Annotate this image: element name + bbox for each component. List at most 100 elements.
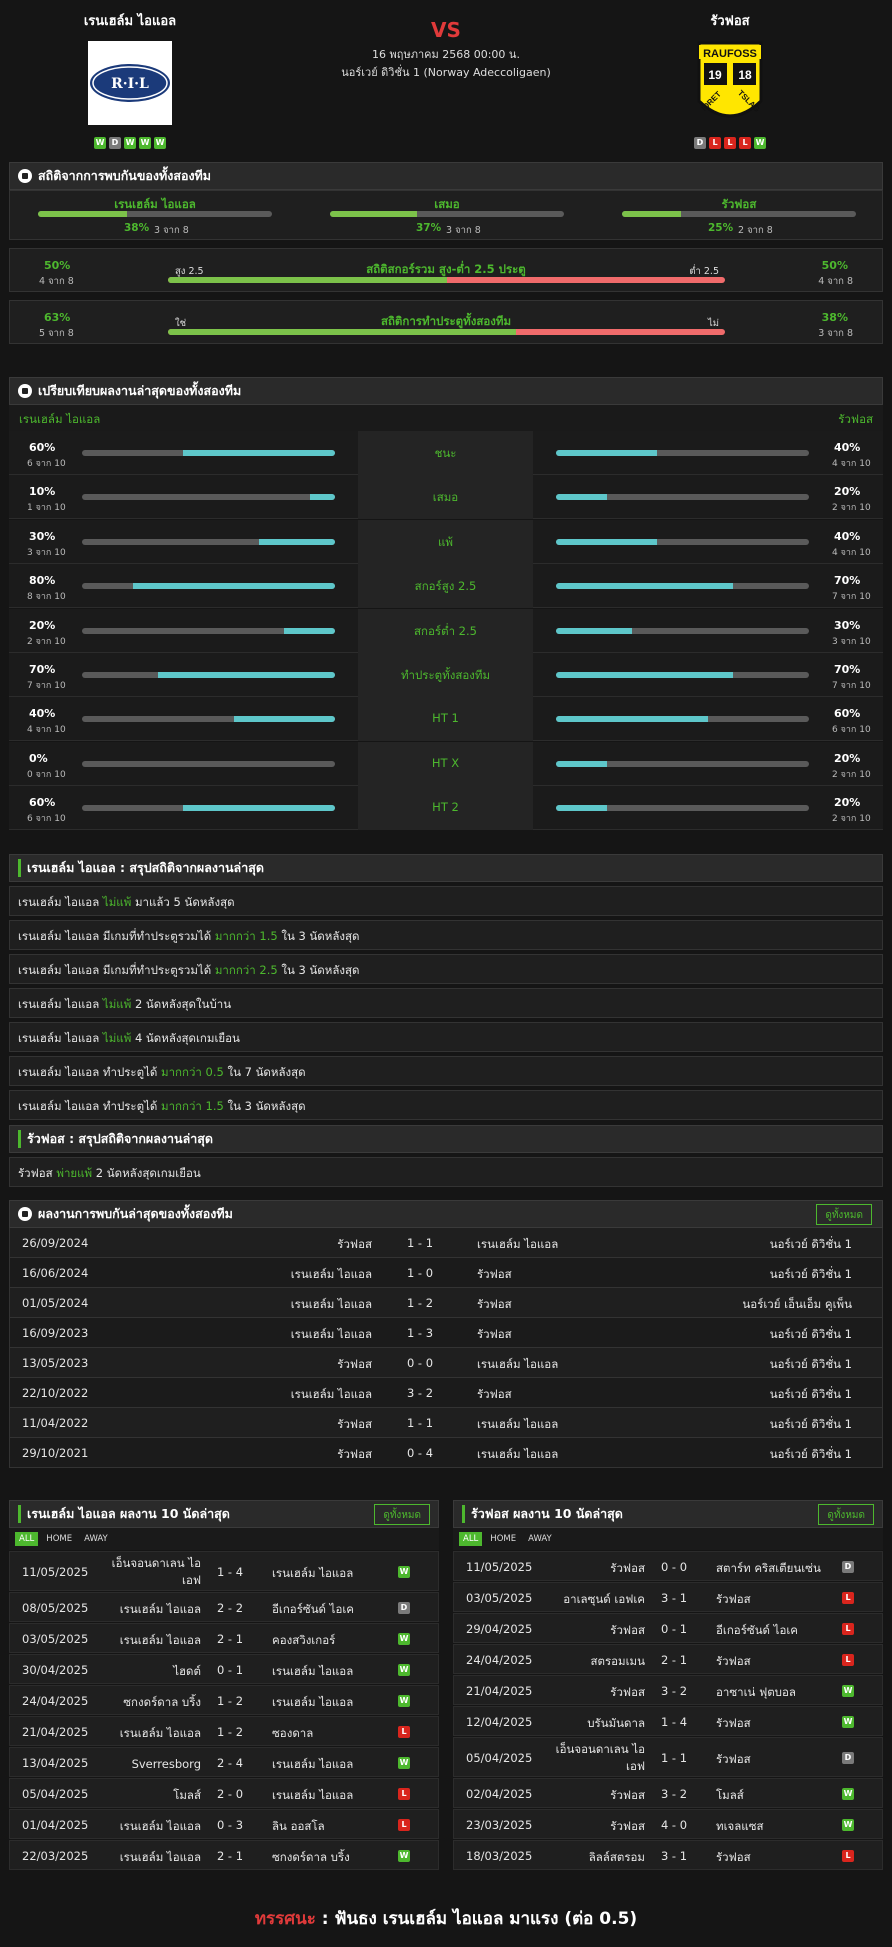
h2h-row[interactable]: 16/09/2023 เรนเฮล์ม ไอแอล 1 - 3 รัวฟอส นอร์เ… bbox=[9, 1318, 883, 1348]
h2h-row[interactable]: 22/10/2022 เรนเฮล์ม ไอแอล 3 - 2 รัวฟอส นอร์เ… bbox=[9, 1378, 883, 1408]
match-away-team[interactable]: ลิน ออสโล bbox=[272, 1819, 325, 1833]
h2h-league[interactable]: นอร์เวย์ ดิวิชั่น 1 bbox=[769, 1417, 852, 1431]
h2h-away-team[interactable]: รัวฟอส bbox=[477, 1387, 512, 1401]
h2h-league[interactable]: นอร์เวย์ เอ็นเอ็ม คูเพ็น bbox=[742, 1297, 852, 1311]
match-home-team[interactable]: รัวฟอส bbox=[610, 1685, 645, 1699]
match-row[interactable]: 22/03/2025 เรนเฮล์ม ไอแอล 2 - 1 ซกงดร์ดาล บ… bbox=[9, 1840, 439, 1870]
h2h-row[interactable]: 29/10/2021 รัวฟอส 0 - 4 เรนเฮล์ม ไอแอล นอร์เ… bbox=[9, 1438, 883, 1468]
match-home-team[interactable]: ลิลล์สตรอม bbox=[588, 1850, 645, 1864]
match-away-team[interactable]: อีเกอร์ซันด์ ไอเค bbox=[272, 1602, 354, 1616]
compare-home-name[interactable]: เรนเฮล์ม ไอแอล bbox=[19, 412, 101, 426]
match-away-team[interactable]: อีเกอร์ซันด์ ไอเค bbox=[716, 1623, 798, 1637]
h2h-league[interactable]: นอร์เวย์ ดิวิชั่น 1 bbox=[769, 1387, 852, 1401]
away-team-name[interactable]: รัวฟอส bbox=[710, 14, 750, 29]
away-last10-view-all-button[interactable]: ดูทั้งหมด bbox=[818, 1504, 874, 1525]
match-row[interactable]: 02/04/2025 รัวฟอส 3 - 2 โมลส์ W bbox=[453, 1778, 883, 1808]
h2h-league[interactable]: นอร์เวย์ ดิวิชั่น 1 bbox=[769, 1357, 852, 1371]
match-away-team[interactable]: รัวฟอส bbox=[716, 1752, 751, 1766]
h2h-away-team[interactable]: เรนเฮล์ม ไอแอล bbox=[477, 1447, 559, 1461]
match-row[interactable]: 05/04/2025 โมลส์ 2 - 0 เรนเฮล์ม ไอแอล L bbox=[9, 1778, 439, 1808]
match-away-team[interactable]: เรนเฮล์ม ไอแอล bbox=[272, 1757, 354, 1771]
match-home-team[interactable]: สตรอมเมน bbox=[590, 1654, 645, 1668]
match-away-team[interactable]: โมลส์ bbox=[716, 1788, 744, 1802]
h2h-home-team[interactable]: รัวฟอส bbox=[337, 1237, 372, 1251]
match-row[interactable]: 11/05/2025 เอ็นจอนดาเลน ไอเอฟ 1 - 4 เรนเฮล์… bbox=[9, 1551, 439, 1591]
match-home-team[interactable]: รัวฟอส bbox=[610, 1819, 645, 1833]
match-away-team[interactable]: ซองดาล bbox=[272, 1726, 314, 1740]
match-row[interactable]: 03/05/2025 เรนเฮล์ม ไอแอล 2 - 1 คองสวิงเกอร… bbox=[9, 1623, 439, 1653]
home-team-name[interactable]: เรนเฮล์ม ไอแอล bbox=[83, 14, 177, 29]
match-away-team[interactable]: ทเจลแซส bbox=[716, 1819, 764, 1833]
match-home-team[interactable]: เอ็นจอนดาเลน ไอเอฟ bbox=[111, 1556, 201, 1587]
match-away-team[interactable]: เรนเฮล์ม ไอแอล bbox=[272, 1788, 354, 1802]
match-row[interactable]: 24/04/2025 สตรอมเมน 2 - 1 รัวฟอส L bbox=[453, 1644, 883, 1674]
match-row[interactable]: 11/05/2025 รัวฟอส 0 - 0 สตาร์ท คริสเตียนเซ่… bbox=[453, 1551, 883, 1581]
tab-away[interactable]: AWAY bbox=[84, 1534, 108, 1544]
match-away-team[interactable]: เรนเฮล์ม ไอแอล bbox=[272, 1664, 354, 1678]
match-away-team[interactable]: รัวฟอส bbox=[716, 1850, 751, 1864]
match-away-team[interactable]: รัวฟอส bbox=[716, 1654, 751, 1668]
match-home-team[interactable]: Sverresborg bbox=[131, 1757, 201, 1771]
h2h-league[interactable]: นอร์เวย์ ดิวิชั่น 1 bbox=[769, 1447, 852, 1461]
h2h-away-team[interactable]: รัวฟอส bbox=[477, 1327, 512, 1341]
tab-away[interactable]: AWAY bbox=[528, 1534, 552, 1544]
h2h-home-team[interactable]: รัวฟอส bbox=[337, 1417, 372, 1431]
h2h-league[interactable]: นอร์เวย์ ดิวิชั่น 1 bbox=[769, 1267, 852, 1281]
match-row[interactable]: 23/03/2025 รัวฟอส 4 - 0 ทเจลแซส W bbox=[453, 1809, 883, 1839]
h2h-league[interactable]: นอร์เวย์ ดิวิชั่น 1 bbox=[769, 1237, 852, 1251]
match-row[interactable]: 08/05/2025 เรนเฮล์ม ไอแอล 2 - 2 อีเกอร์ซันด… bbox=[9, 1592, 439, 1622]
match-away-team[interactable]: ซกงดร์ดาล บริ้ง bbox=[272, 1850, 350, 1864]
h2h-away-team[interactable]: รัวฟอส bbox=[477, 1267, 512, 1281]
tab-all[interactable]: ALL bbox=[15, 1532, 39, 1546]
h2h-row[interactable]: 13/05/2023 รัวฟอส 0 - 0 เรนเฮล์ม ไอแอล นอร์เ… bbox=[9, 1348, 883, 1378]
h2h-view-all-button[interactable]: ดูทั้งหมด bbox=[816, 1204, 872, 1225]
h2h-away-team[interactable]: เรนเฮล์ม ไอแอล bbox=[477, 1417, 559, 1431]
match-home-team[interactable]: เอ็นจอนดาเลน ไอเอฟ bbox=[555, 1742, 645, 1773]
h2h-home-team[interactable]: เรนเฮล์ม ไอแอล bbox=[290, 1267, 372, 1281]
match-away-team[interactable]: รัวฟอส bbox=[716, 1592, 751, 1606]
h2h-away-team[interactable]: เรนเฮล์ม ไอแอล bbox=[477, 1357, 559, 1371]
tab-home[interactable]: HOME bbox=[46, 1534, 73, 1544]
match-away-team[interactable]: รัวฟอส bbox=[716, 1716, 751, 1730]
home-last10-view-all-button[interactable]: ดูทั้งหมด bbox=[374, 1504, 430, 1525]
compare-away-name[interactable]: รัวฟอส bbox=[838, 412, 873, 426]
h2h-league[interactable]: นอร์เวย์ ดิวิชั่น 1 bbox=[769, 1327, 852, 1341]
match-row[interactable]: 18/03/2025 ลิลล์สตรอม 3 - 1 รัวฟอส L bbox=[453, 1840, 883, 1870]
match-home-team[interactable]: รัวฟอส bbox=[610, 1788, 645, 1802]
match-home-team[interactable]: เรนเฮล์ม ไอแอล bbox=[119, 1602, 201, 1616]
match-away-team[interactable]: อาซาเน่ ฟุตบอล bbox=[716, 1685, 796, 1699]
match-home-team[interactable]: ไฮดต์ bbox=[173, 1664, 201, 1678]
h2h-home-team[interactable]: รัวฟอส bbox=[337, 1447, 372, 1461]
match-away-team[interactable]: เรนเฮล์ม ไอแอล bbox=[272, 1566, 354, 1580]
match-row[interactable]: 03/05/2025 อาเลซุนด์ เอฟเค 3 - 1 รัวฟอส L bbox=[453, 1582, 883, 1612]
match-home-team[interactable]: รัวฟอส bbox=[610, 1561, 645, 1575]
match-row[interactable]: 12/04/2025 บรันมันดาล 1 - 4 รัวฟอส W bbox=[453, 1706, 883, 1736]
tab-home[interactable]: HOME bbox=[490, 1534, 517, 1544]
h2h-row[interactable]: 01/05/2024 เรนเฮล์ม ไอแอล 1 - 2 รัวฟอส นอร์เ… bbox=[9, 1288, 883, 1318]
h2h-row[interactable]: 11/04/2022 รัวฟอส 1 - 1 เรนเฮล์ม ไอแอล นอร์เ… bbox=[9, 1408, 883, 1438]
h2h-home-team[interactable]: รัวฟอส bbox=[337, 1357, 372, 1371]
match-home-team[interactable]: รัวฟอส bbox=[610, 1623, 645, 1637]
h2h-row[interactable]: 16/06/2024 เรนเฮล์ม ไอแอล 1 - 0 รัวฟอส นอร์เ… bbox=[9, 1258, 883, 1288]
match-away-team[interactable]: เรนเฮล์ม ไอแอล bbox=[272, 1695, 354, 1709]
match-away-team[interactable]: สตาร์ท คริสเตียนเซ่น bbox=[716, 1561, 821, 1575]
match-home-team[interactable]: เรนเฮล์ม ไอแอล bbox=[119, 1819, 201, 1833]
match-home-team[interactable]: โมลส์ bbox=[173, 1788, 201, 1802]
match-row[interactable]: 30/04/2025 ไฮดต์ 0 - 1 เรนเฮล์ม ไอแอล W bbox=[9, 1654, 439, 1684]
match-home-team[interactable]: ซกงดร์ดาล บริ้ง bbox=[123, 1695, 201, 1709]
match-home-team[interactable]: เรนเฮล์ม ไอแอล bbox=[119, 1850, 201, 1864]
match-home-team[interactable]: เรนเฮล์ม ไอแอล bbox=[119, 1633, 201, 1647]
match-row[interactable]: 21/04/2025 รัวฟอส 3 - 2 อาซาเน่ ฟุตบอล W bbox=[453, 1675, 883, 1705]
match-home-team[interactable]: บรันมันดาล bbox=[587, 1716, 645, 1730]
match-away-team[interactable]: คองสวิงเกอร์ bbox=[272, 1633, 336, 1647]
h2h-away-team[interactable]: เรนเฮล์ม ไอแอล bbox=[477, 1237, 559, 1251]
match-row[interactable]: 05/04/2025 เอ็นจอนดาเลน ไอเอฟ 1 - 1 รัวฟอส D bbox=[453, 1737, 883, 1777]
h2h-away-team[interactable]: รัวฟอส bbox=[477, 1297, 512, 1311]
match-home-team[interactable]: เรนเฮล์ม ไอแอล bbox=[119, 1726, 201, 1740]
match-home-team[interactable]: อาเลซุนด์ เอฟเค bbox=[563, 1592, 645, 1606]
match-row[interactable]: 29/04/2025 รัวฟอส 0 - 1 อีเกอร์ซันด์ ไอเค L bbox=[453, 1613, 883, 1643]
tab-all[interactable]: ALL bbox=[459, 1532, 483, 1546]
h2h-row[interactable]: 26/09/2024 รัวฟอส 1 - 1 เรนเฮล์ม ไอแอล นอร์เ… bbox=[9, 1228, 883, 1258]
